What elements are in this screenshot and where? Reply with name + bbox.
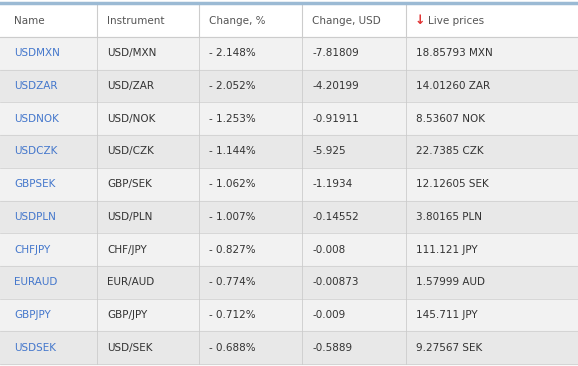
Text: EURAUD: EURAUD <box>14 277 57 287</box>
Text: 145.711 JPY: 145.711 JPY <box>416 310 478 320</box>
Bar <box>0 201 578 233</box>
Text: 14.01260 ZAR: 14.01260 ZAR <box>416 81 491 91</box>
Text: USDZAR: USDZAR <box>14 81 58 91</box>
Text: -0.5889: -0.5889 <box>312 343 353 353</box>
Text: Instrument: Instrument <box>107 15 165 26</box>
Text: -7.81809: -7.81809 <box>312 48 359 58</box>
Text: - 1.062%: - 1.062% <box>209 179 256 189</box>
Text: USD/CZK: USD/CZK <box>107 146 154 156</box>
Text: Change, USD: Change, USD <box>312 15 381 26</box>
Text: 111.121 JPY: 111.121 JPY <box>416 244 478 254</box>
Text: -4.20199: -4.20199 <box>312 81 359 91</box>
Text: USDCZK: USDCZK <box>14 146 57 156</box>
Text: - 0.774%: - 0.774% <box>209 277 256 287</box>
Text: - 2.148%: - 2.148% <box>209 48 256 58</box>
Bar <box>0 135 578 168</box>
Text: Change, %: Change, % <box>209 15 266 26</box>
Text: USD/ZAR: USD/ZAR <box>107 81 154 91</box>
Text: - 1.144%: - 1.144% <box>209 146 256 156</box>
Text: USDMXN: USDMXN <box>14 48 60 58</box>
Text: CHFJPY: CHFJPY <box>14 244 50 254</box>
Text: USD/NOK: USD/NOK <box>107 114 155 124</box>
Text: -1.1934: -1.1934 <box>312 179 353 189</box>
Text: GBP/SEK: GBP/SEK <box>107 179 152 189</box>
Bar <box>0 331 578 364</box>
Text: -0.009: -0.009 <box>312 310 346 320</box>
Bar <box>0 37 578 70</box>
Text: -0.008: -0.008 <box>312 244 346 254</box>
Text: - 1.253%: - 1.253% <box>209 114 256 124</box>
Text: -0.14552: -0.14552 <box>312 212 359 222</box>
Text: Name: Name <box>14 15 45 26</box>
Text: CHF/JPY: CHF/JPY <box>107 244 147 254</box>
Text: USD/SEK: USD/SEK <box>107 343 153 353</box>
Text: USDSEK: USDSEK <box>14 343 56 353</box>
Text: USD/MXN: USD/MXN <box>107 48 157 58</box>
Text: EUR/AUD: EUR/AUD <box>107 277 154 287</box>
Text: 1.57999 AUD: 1.57999 AUD <box>416 277 486 287</box>
Text: 8.53607 NOK: 8.53607 NOK <box>416 114 486 124</box>
Bar <box>0 266 578 299</box>
Text: 18.85793 MXN: 18.85793 MXN <box>416 48 493 58</box>
Text: 9.27567 SEK: 9.27567 SEK <box>416 343 483 353</box>
Text: 22.7385 CZK: 22.7385 CZK <box>416 146 484 156</box>
Text: - 0.712%: - 0.712% <box>209 310 256 320</box>
Text: ↓: ↓ <box>414 14 425 27</box>
Text: - 2.052%: - 2.052% <box>209 81 256 91</box>
Text: 12.12605 SEK: 12.12605 SEK <box>416 179 489 189</box>
Bar <box>0 102 578 135</box>
Text: -5.925: -5.925 <box>312 146 346 156</box>
Text: 3.80165 PLN: 3.80165 PLN <box>416 212 483 222</box>
Text: - 1.007%: - 1.007% <box>209 212 256 222</box>
Text: - 0.688%: - 0.688% <box>209 343 256 353</box>
Text: USD/PLN: USD/PLN <box>107 212 153 222</box>
Text: -0.00873: -0.00873 <box>312 277 359 287</box>
Bar <box>0 70 578 102</box>
Bar <box>0 233 578 266</box>
Text: Live prices: Live prices <box>428 15 484 26</box>
Text: USDNOK: USDNOK <box>14 114 59 124</box>
Text: USDPLN: USDPLN <box>14 212 56 222</box>
Text: - 0.827%: - 0.827% <box>209 244 256 254</box>
Bar <box>0 168 578 201</box>
Text: -0.91911: -0.91911 <box>312 114 359 124</box>
Text: GBP/JPY: GBP/JPY <box>107 310 147 320</box>
Text: GBPJPY: GBPJPY <box>14 310 51 320</box>
Text: GBPSEK: GBPSEK <box>14 179 55 189</box>
Bar <box>0 4 578 37</box>
Bar <box>0 299 578 331</box>
